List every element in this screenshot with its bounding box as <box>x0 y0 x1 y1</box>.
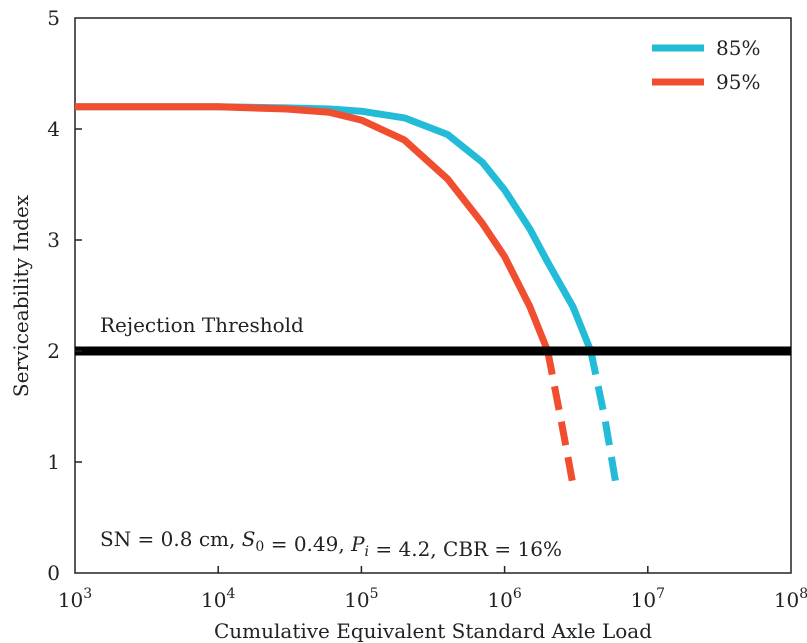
x-axis-label: Cumulative Equivalent Standard Axle Load <box>214 619 652 643</box>
y-tick-label: 4 <box>47 117 60 141</box>
series-layer <box>75 103 620 485</box>
y-tick-label: 1 <box>47 450 60 474</box>
x-tick-label: 105 <box>344 586 378 612</box>
legend-label-1: 95% <box>716 70 760 94</box>
series-line-1 <box>75 103 551 353</box>
legend-label-0: 85% <box>716 36 760 60</box>
y-tick-label: 2 <box>47 339 60 363</box>
x-axis-ticks: 103 104 105 106 107 108 <box>58 566 807 612</box>
x-tick-label: 107 <box>631 586 665 612</box>
y-tick-label: 0 <box>47 561 60 585</box>
x-tick-label: 108 <box>774 586 807 612</box>
plot-frame <box>74 17 792 574</box>
legend: 85%95% <box>652 36 760 94</box>
parameters-annotation: SN = 0.8 cm, S0 = 0.49, Pi = 4.2, CBR = … <box>100 527 562 561</box>
series-line-extrapolated-1 <box>544 350 577 485</box>
threshold-label: Rejection Threshold <box>100 313 304 337</box>
x-tick-label: 106 <box>487 586 521 612</box>
x-tick-label: 104 <box>201 586 235 612</box>
series-line-extrapolated-0 <box>587 350 620 485</box>
y-axis-ticks: 0 1 2 3 4 5 <box>47 6 82 585</box>
x-tick-label: 103 <box>58 586 92 612</box>
y-tick-label: 5 <box>47 6 60 30</box>
y-axis-label: Serviceability Index <box>9 194 33 397</box>
y-tick-label: 3 <box>47 228 60 252</box>
